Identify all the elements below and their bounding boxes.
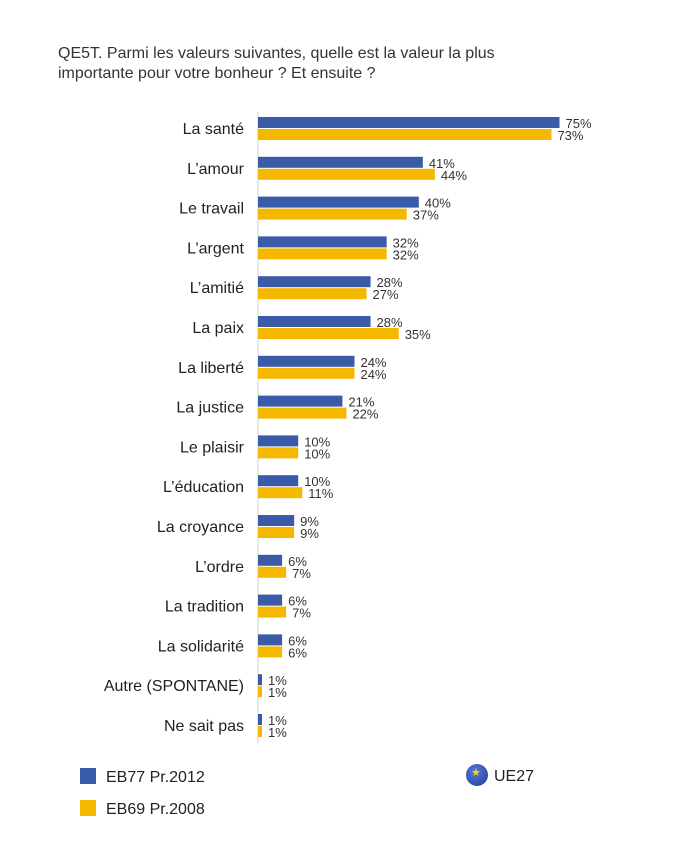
bar-series-1 <box>258 554 283 566</box>
bar-series-2 <box>258 129 552 140</box>
category-label: L’éducation <box>163 479 244 496</box>
category-label: La croyance <box>157 519 244 536</box>
bar-series-2 <box>258 527 295 538</box>
category-label: La tradition <box>165 599 244 616</box>
data-label-series-2: 27% <box>373 287 399 302</box>
chart-title: QE5T. Parmi les valeurs suivantes, quell… <box>58 44 658 84</box>
data-label-series-2: 24% <box>360 367 386 382</box>
chart-title-line-1: QE5T. Parmi les valeurs suivantes, quell… <box>58 45 495 62</box>
data-label-series-2: 44% <box>441 168 467 183</box>
bar-series-1 <box>258 236 387 248</box>
data-label-series-1: 28% <box>377 275 403 290</box>
bar-series-2 <box>258 646 283 658</box>
bar-series-1 <box>258 435 299 447</box>
category-label: Autre (SPONTANE) <box>104 678 244 695</box>
legend-swatch-series-1 <box>80 768 96 784</box>
bar-series-1 <box>258 634 283 646</box>
data-label-series-1: 24% <box>360 355 386 370</box>
bar-series-1 <box>258 355 355 367</box>
data-label-series-2: 73% <box>557 128 583 143</box>
bar-series-2 <box>258 407 347 419</box>
data-label-series-1: 9% <box>300 514 319 529</box>
bar-chart: La santé 75%73% L’amour 41%44% Le travail 40%… <box>104 112 592 743</box>
legend-item-series-2: EB69 Pr.2008 <box>80 800 205 819</box>
bar-series-2 <box>258 686 263 698</box>
data-label-series-1: 32% <box>393 235 419 250</box>
data-label-series-2: 6% <box>288 645 307 660</box>
data-label-series-2: 32% <box>393 247 419 262</box>
bar-series-2 <box>258 447 299 459</box>
data-label-series-1: 10% <box>304 474 330 489</box>
category-label: La santé <box>183 121 244 138</box>
category-label: La paix <box>192 320 244 337</box>
region-label: UE27 <box>494 768 535 785</box>
data-label-series-2: 22% <box>352 407 378 422</box>
bar-series-1 <box>258 196 419 208</box>
region-legend: UE27 <box>466 764 534 786</box>
bar-series-2 <box>258 606 287 618</box>
bar-series-1 <box>258 395 343 407</box>
data-label-series-2: 11% <box>308 486 333 501</box>
bar-series-1 <box>258 714 263 725</box>
data-label-series-2: 9% <box>300 526 319 541</box>
data-label-series-1: 1% <box>268 713 287 728</box>
data-label-series-1: 6% <box>288 554 307 569</box>
data-label-series-1: 40% <box>425 196 451 211</box>
legend-label-series-2: EB69 Pr.2008 <box>106 801 205 818</box>
data-label-series-2: 35% <box>405 327 431 342</box>
bar-series-2 <box>258 328 399 339</box>
data-label-series-2: 10% <box>304 446 330 461</box>
category-label: Le plaisir <box>180 439 245 456</box>
category-label: Le travail <box>179 201 244 218</box>
bar-series-2 <box>258 726 263 737</box>
data-label-series-1: 10% <box>304 434 330 449</box>
category-label: La liberté <box>178 360 244 377</box>
bar-series-1 <box>258 117 560 128</box>
data-label-series-1: 6% <box>288 594 307 609</box>
data-label-series-2: 1% <box>268 685 287 700</box>
bar-series-2 <box>258 367 355 379</box>
data-label-series-2: 1% <box>268 725 287 740</box>
data-label-series-1: 21% <box>348 395 374 410</box>
bar-series-1 <box>258 674 263 686</box>
category-label: L’amour <box>187 161 245 178</box>
category-label: L’amitié <box>190 280 244 297</box>
data-label-series-2: 37% <box>413 208 439 223</box>
legend-swatch-series-2 <box>80 800 96 816</box>
bar-series-2 <box>258 487 303 499</box>
category-label: La solidarité <box>158 638 244 655</box>
bar-series-1 <box>258 475 299 487</box>
data-label-series-1: 28% <box>377 315 403 330</box>
chart-title-line-2: importante pour votre bonheur ? Et ensui… <box>58 65 376 82</box>
category-label: L’ordre <box>195 559 244 576</box>
data-label-series-1: 1% <box>268 673 287 688</box>
data-label-series-2: 7% <box>292 606 311 621</box>
eu-flag-icon <box>466 764 488 786</box>
bar-series-1 <box>258 156 423 168</box>
data-label-series-1: 41% <box>429 156 455 171</box>
bar-series-1 <box>258 276 371 288</box>
bar-series-1 <box>258 316 371 327</box>
category-label: Ne sait pas <box>164 718 244 735</box>
bar-series-1 <box>258 515 295 526</box>
legend-item-series-1: EB77 Pr.2012 <box>80 768 205 787</box>
category-label: L’argent <box>187 240 244 257</box>
category-label: La justice <box>176 400 244 417</box>
bar-series-2 <box>258 248 387 260</box>
data-label-series-2: 7% <box>292 566 311 581</box>
data-label-series-1: 75% <box>566 116 592 131</box>
data-label-series-1: 6% <box>288 633 307 648</box>
bar-series-2 <box>258 168 435 180</box>
bar-series-2 <box>258 288 367 300</box>
bar-series-2 <box>258 208 407 220</box>
bar-series-1 <box>258 594 283 606</box>
bar-series-2 <box>258 566 287 578</box>
legend-label-series-1: EB77 Pr.2012 <box>106 769 205 786</box>
